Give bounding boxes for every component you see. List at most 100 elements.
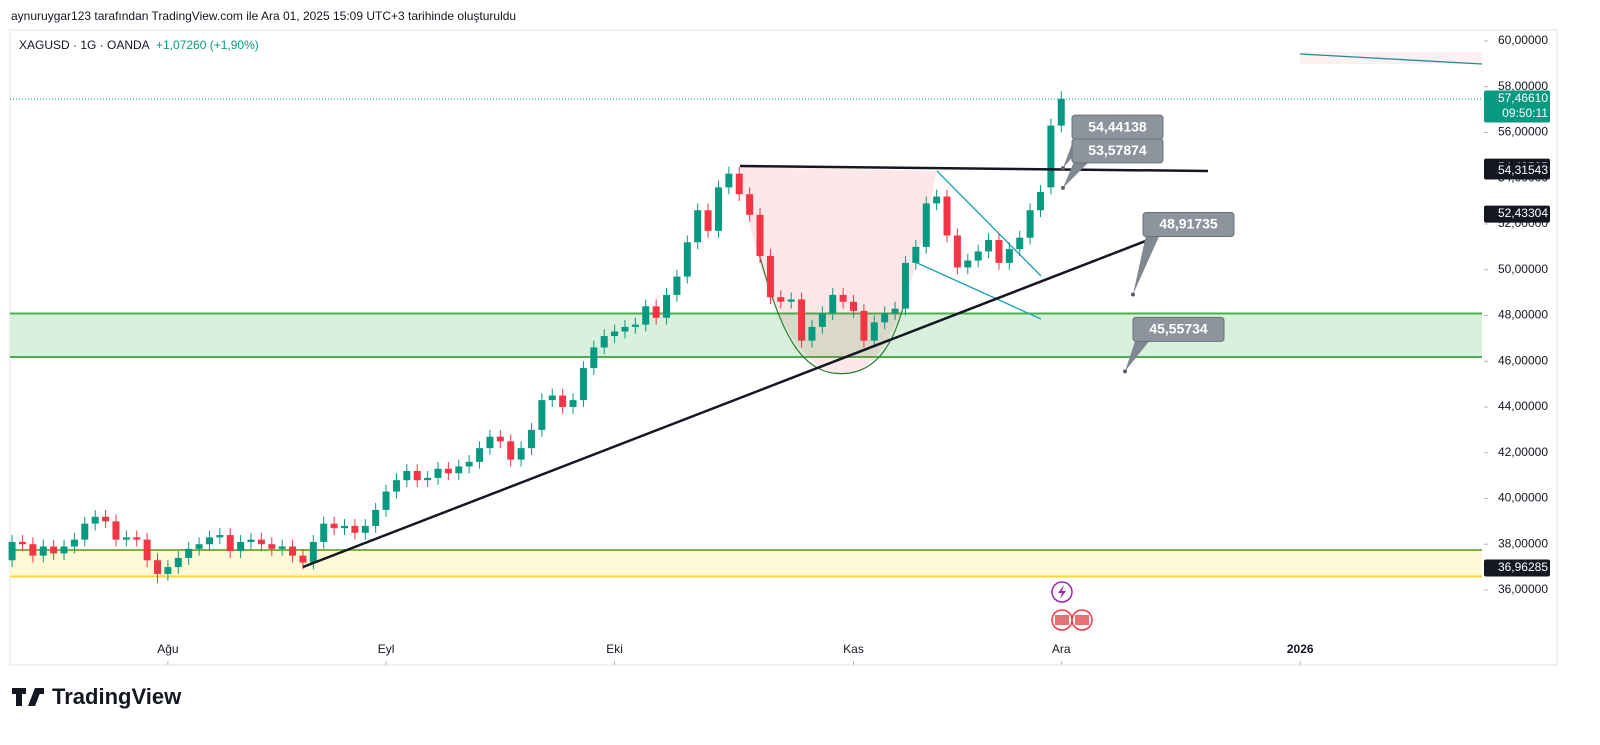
candle-body: [8, 541, 16, 561]
candle-body: [621, 326, 629, 332]
candle-body: [714, 187, 722, 231]
candle-body: [870, 322, 878, 341]
candle-body: [922, 203, 930, 247]
candle-body: [953, 235, 961, 268]
candle-body: [444, 468, 452, 474]
price-label: 54,31543: [1498, 163, 1548, 177]
candle-body: [112, 521, 120, 540]
candle-body: [1026, 210, 1034, 238]
x-tick-label: Kas: [843, 642, 864, 656]
candle-body: [143, 539, 151, 561]
callout-box: [1132, 316, 1225, 342]
candle-body: [766, 256, 774, 298]
candle-body: [1005, 249, 1013, 263]
candle-body: [60, 546, 68, 554]
price-label: 52,43304: [1498, 206, 1548, 220]
candle-body: [704, 210, 712, 231]
candle-body: [694, 210, 702, 243]
candle-body: [507, 441, 515, 460]
candle-body: [673, 276, 681, 295]
candle-body: [185, 548, 193, 558]
callout-point: [1131, 292, 1135, 297]
y-tick-label: 48,00000: [1498, 308, 1548, 322]
x-tick-label: 2026: [1287, 642, 1314, 656]
candle-body: [476, 448, 484, 462]
callout-pointer: [1063, 156, 1088, 188]
candle-body: [486, 436, 494, 449]
candle-body: [330, 523, 338, 529]
candle-body: [465, 461, 473, 467]
candle-body: [538, 400, 546, 430]
x-tick-label: Ağu: [157, 642, 178, 656]
candle-body: [569, 400, 577, 407]
candle-body: [496, 436, 504, 442]
candles: [8, 91, 1065, 584]
candle-body: [122, 537, 130, 540]
callout-label: 54,44138: [1088, 118, 1147, 134]
flag: [1075, 615, 1089, 625]
candle-body: [91, 516, 99, 524]
neckline: [739, 164, 1209, 173]
candle-body: [891, 308, 899, 314]
y-tick-label: 44,00000: [1498, 399, 1548, 413]
trend-line: [302, 211, 1219, 569]
x-tick-label: Ara: [1052, 642, 1071, 656]
candle-body: [808, 326, 816, 341]
y-tick-label: 50,00000: [1498, 262, 1548, 276]
candle-body: [579, 368, 587, 401]
candle-body: [829, 294, 837, 314]
price-label-box: [1484, 559, 1550, 577]
y-tick-label: 40,00000: [1498, 491, 1548, 505]
price-label-box: [1484, 205, 1550, 223]
candle-body: [455, 466, 463, 474]
candle-body: [881, 313, 889, 323]
candle-body: [205, 537, 213, 545]
callout-point: [1061, 166, 1065, 171]
plot-area: [10, 52, 1483, 578]
candle-body: [735, 173, 743, 195]
drawings: [302, 164, 1219, 631]
candle-body: [559, 395, 567, 407]
candle-body: [226, 535, 234, 552]
candle-body: [860, 310, 868, 341]
price-label: 57,46610: [1498, 91, 1548, 105]
change: +1,07260 (+1,90%): [156, 38, 259, 52]
candle-body: [195, 544, 203, 549]
callout-pointer: [1133, 230, 1159, 295]
candle-body: [289, 546, 297, 556]
price-label: 36,96285: [1498, 560, 1548, 574]
candle-body: [985, 239, 993, 252]
cup-curve: [757, 249, 906, 375]
pennant-line: [936, 170, 1042, 277]
y-tick-label: 42,00000: [1498, 445, 1548, 459]
candle-body: [424, 477, 432, 481]
candle-body: [320, 523, 328, 542]
x-tick-label: Eki: [606, 642, 623, 656]
candle-body: [777, 297, 785, 302]
candle-body: [70, 539, 78, 547]
candle-body: [247, 539, 255, 542]
candle-body: [798, 299, 806, 341]
candle-body: [413, 471, 421, 481]
candle-body: [216, 535, 224, 538]
candle-body: [787, 299, 795, 302]
candle-body: [912, 246, 920, 263]
candle-body: [18, 541, 26, 545]
candle-body: [434, 468, 442, 478]
candle-body: [683, 242, 691, 277]
flag: [1055, 615, 1069, 625]
callout-label: 48,91735: [1159, 216, 1218, 232]
event-icon-bolt: [1058, 585, 1066, 599]
candle-body: [1016, 237, 1024, 250]
candle-body: [818, 313, 826, 327]
candle-body: [361, 525, 369, 533]
candle-body: [154, 560, 162, 574]
candle-body: [257, 539, 265, 545]
candle-body: [278, 546, 286, 549]
candle-body: [756, 214, 764, 257]
candle-body: [29, 544, 37, 556]
candle-body: [164, 567, 172, 574]
y-tick-label: 60,00000: [1498, 33, 1548, 47]
symbol: XAGUSD · 1G · OANDA: [19, 38, 150, 52]
countdown: 09:50:11: [1502, 106, 1548, 120]
